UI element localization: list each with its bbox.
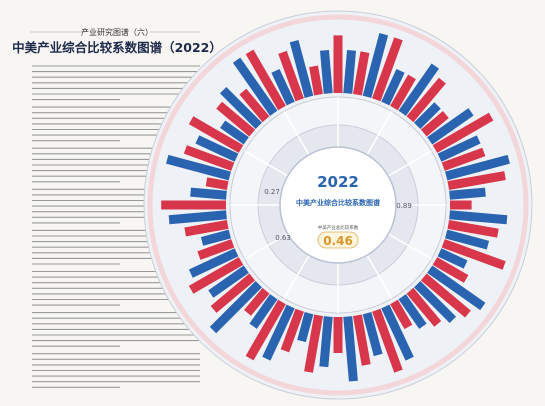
ring-bar xyxy=(381,68,405,106)
ring-bar xyxy=(398,63,439,116)
ring-bar xyxy=(190,187,227,200)
ring-bar xyxy=(188,257,244,294)
ring-bar xyxy=(449,210,508,225)
sector-divider xyxy=(283,254,310,299)
sector-value: 0.89 xyxy=(396,202,412,210)
ring-bar xyxy=(220,120,249,145)
ring-bar xyxy=(319,49,333,94)
ring-bar xyxy=(432,112,494,153)
ring-bar xyxy=(245,49,286,111)
outer-rim xyxy=(147,14,529,396)
ring-bar xyxy=(232,57,278,116)
ring-bar xyxy=(437,248,468,269)
ring-bar xyxy=(390,299,413,330)
ring-bar xyxy=(353,314,371,366)
ring-bar xyxy=(304,314,323,373)
ring-bar xyxy=(372,37,403,102)
center-year: 2022 xyxy=(317,173,359,191)
ring-bar xyxy=(420,273,471,318)
ring-bar xyxy=(297,312,314,343)
ring-bar xyxy=(239,88,270,123)
overall-box xyxy=(317,231,359,249)
sector-divider xyxy=(387,233,432,260)
sector-divider xyxy=(244,233,289,260)
ring-bar xyxy=(447,171,506,190)
ring-bar xyxy=(414,281,457,324)
ring-bar xyxy=(398,294,427,329)
ring-bar xyxy=(197,239,235,260)
overall-value: 0.46 xyxy=(323,234,353,248)
sector-divider xyxy=(366,111,393,156)
ring-bar xyxy=(245,299,286,361)
ring-bar xyxy=(445,229,490,250)
sector-divider xyxy=(283,111,310,156)
ring-bar xyxy=(249,294,278,329)
ring-bar xyxy=(319,316,333,368)
sector-value: 0.27 xyxy=(264,188,280,196)
ring-bar xyxy=(449,187,486,200)
ring-bar xyxy=(188,248,239,278)
ring-bar xyxy=(420,111,449,137)
ring-bar xyxy=(209,281,262,334)
ring-bar xyxy=(289,40,314,98)
ring-bar xyxy=(168,210,227,225)
ring-bar xyxy=(445,154,510,181)
ring-bar xyxy=(343,49,357,94)
ring-bar xyxy=(353,51,370,96)
ring-bar xyxy=(183,145,235,171)
sector-value: 0.63 xyxy=(275,234,291,242)
ring-bar xyxy=(184,220,229,237)
ring-bar xyxy=(441,147,486,171)
ring-bar xyxy=(427,265,486,311)
ring-bar xyxy=(406,77,446,123)
ring-bar xyxy=(427,108,474,145)
overall-label: 中美产业总比较系数 xyxy=(318,224,359,231)
sector-divider xyxy=(366,254,393,299)
sector-divider xyxy=(387,150,432,177)
ring-bar xyxy=(406,287,442,327)
ring-bar xyxy=(432,257,469,283)
ring-bar xyxy=(362,312,383,357)
ring-bar xyxy=(390,74,416,111)
sector-divider xyxy=(244,150,289,177)
ring-bar xyxy=(188,116,244,153)
ring-bar xyxy=(343,316,358,382)
series-label: 产业研究图谱（六） xyxy=(81,27,153,37)
ring-bar xyxy=(195,135,239,162)
ring-bar xyxy=(166,154,231,181)
ring-bar xyxy=(381,304,414,361)
ring-bar xyxy=(205,177,229,190)
ring-bar xyxy=(278,50,304,102)
ring-bar xyxy=(271,68,295,106)
ring-bar xyxy=(447,220,499,238)
center-disc xyxy=(279,146,397,264)
ring-bar xyxy=(216,101,256,137)
ring-bar xyxy=(414,102,441,129)
center-title: 中美产业综合比较系数图谱 xyxy=(296,198,380,207)
ring-bar xyxy=(200,229,231,246)
ring-bar xyxy=(219,86,262,129)
ring-bar xyxy=(362,33,389,98)
ring-bar xyxy=(280,308,304,353)
ring-bar xyxy=(441,239,506,270)
ring-bar xyxy=(210,273,256,313)
ring-bar xyxy=(372,308,403,373)
ring-bar xyxy=(262,304,295,361)
ring-bar xyxy=(437,135,481,162)
ring-bar xyxy=(208,265,249,298)
ring-bar xyxy=(244,287,270,316)
ring-bar xyxy=(309,65,323,96)
title: 中美产业综合比较系数图谱（2022） xyxy=(12,40,222,55)
